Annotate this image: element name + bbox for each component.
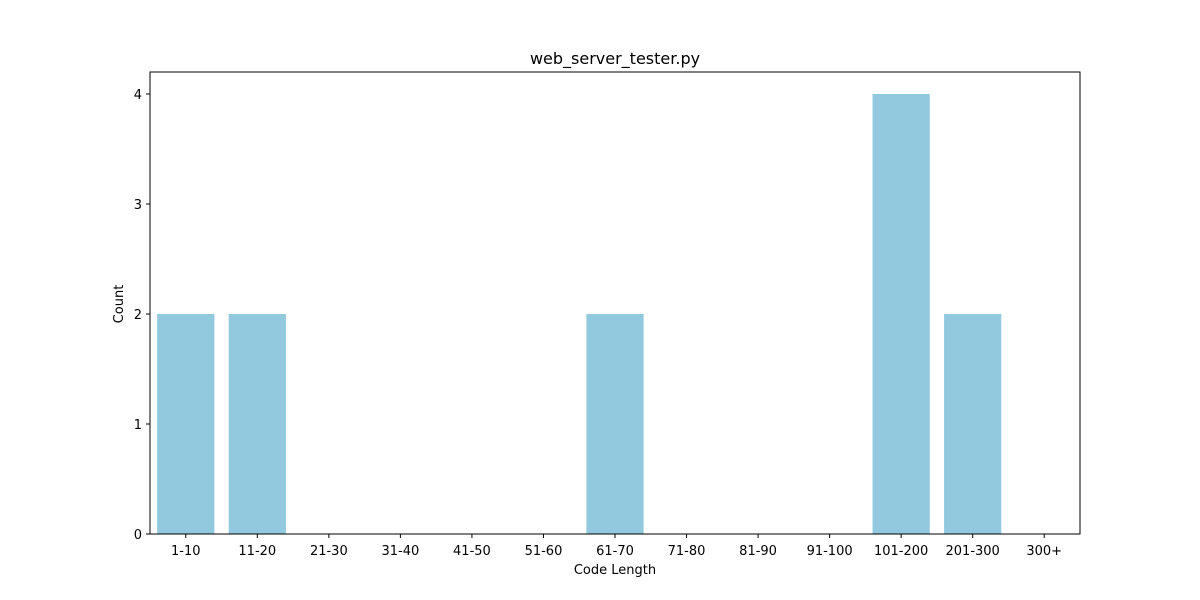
x-tick-label: 91-100 [807,544,853,559]
x-tick-label: 71-80 [668,544,706,559]
y-tick-label: 3 [134,198,142,213]
x-tick-label: 300+ [1026,544,1062,559]
x-tick-label: 21-30 [310,544,348,559]
plot-frame [149,71,1081,535]
y-axis-label: Count [112,285,127,324]
x-tick-label: 1-10 [171,544,201,559]
x-tick-label: 81-90 [739,544,777,559]
y-axis-ticks: 0 1 2 3 4 [134,88,150,543]
x-axis-label: Code Length [574,563,656,578]
x-tick-label: 101-200 [874,544,928,559]
x-axis-ticks: 1-10 11-20 21-30 31-40 41-50 51-60 61-70 71-80 8… [171,534,1062,559]
x-tick-label: 201-300 [946,544,1000,559]
y-tick-label: 4 [134,88,142,103]
bars-layer [157,94,1002,534]
y-tick-label: 1 [134,418,142,433]
y-tick-label: 2 [134,308,142,323]
bar-201-300 [944,314,1002,534]
bar-61-70 [586,314,644,534]
x-tick-label: 61-70 [596,544,634,559]
bar-101-200 [872,94,930,534]
bar-1-10 [157,314,215,534]
x-tick-label: 51-60 [525,544,563,559]
x-tick-label: 11-20 [238,544,276,559]
chart-title: web_server_tester.py [530,49,700,69]
y-tick-label: 0 [134,528,142,543]
x-tick-label: 31-40 [381,544,419,559]
x-tick-label: 41-50 [453,544,491,559]
bar-11-20 [228,314,286,534]
